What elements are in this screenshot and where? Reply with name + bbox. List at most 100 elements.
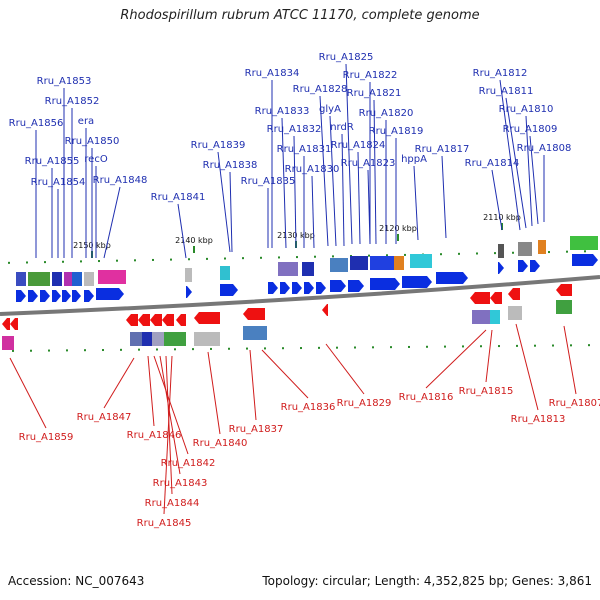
gene-label: Rru_A1829 — [337, 398, 392, 409]
tick-mark — [62, 260, 64, 263]
forward-gene-arrow[interactable] — [316, 282, 326, 294]
gene-label: Rru_A1856 — [9, 118, 64, 129]
gene-label: Rru_A1838 — [203, 160, 258, 171]
reverse-gene-arrow[interactable] — [126, 314, 138, 326]
feature-band — [16, 272, 26, 286]
feature-band — [2, 336, 14, 350]
feature-band — [220, 266, 230, 280]
reverse-gene-arrow[interactable] — [2, 318, 10, 330]
forward-gene-arrow[interactable] — [28, 290, 38, 302]
tick-mark — [192, 348, 194, 351]
forward-gene-arrow[interactable] — [96, 288, 124, 300]
accession-text: Accession: NC_007643 — [8, 574, 145, 588]
leader-line — [425, 329, 487, 389]
gene-label: Rru_A1845 — [137, 518, 192, 529]
feature-band — [84, 272, 94, 286]
gene-label: Rru_A1850 — [65, 136, 120, 147]
leader-line — [525, 115, 533, 227]
gene-label: Rru_A1852 — [45, 96, 100, 107]
forward-gene-arrow[interactable] — [572, 254, 598, 266]
tick-mark — [116, 259, 118, 262]
gene-label: Rru_A1807 — [549, 398, 600, 409]
reverse-gene-arrow[interactable] — [556, 284, 572, 296]
tick-mark — [548, 251, 550, 254]
topology-summary: Topology: circular; Length: 4,352,825 bp… — [262, 574, 592, 588]
gene-label: Rru_A1842 — [161, 458, 216, 469]
leader-line — [229, 171, 233, 253]
reverse-gene-arrow[interactable] — [322, 304, 328, 316]
gene-label: glyA — [319, 104, 341, 115]
forward-gene-arrow[interactable] — [348, 280, 364, 292]
gene-label: Rru_A1855 — [25, 156, 80, 167]
forward-gene-arrow[interactable] — [72, 290, 81, 302]
tick-mark — [584, 250, 586, 253]
feature-band — [142, 332, 152, 346]
forward-gene-arrow[interactable] — [530, 260, 540, 272]
forward-gene-arrow[interactable] — [268, 282, 278, 294]
scale-label: 2120 kbp — [379, 224, 417, 233]
feature-band — [72, 272, 82, 286]
forward-gene-arrow[interactable] — [518, 260, 528, 272]
reverse-gene-arrow[interactable] — [508, 288, 520, 300]
forward-gene-arrow[interactable] — [402, 276, 432, 288]
tick-mark — [134, 259, 136, 262]
feature-band — [302, 262, 314, 276]
reverse-gene-arrow[interactable] — [470, 292, 490, 304]
tick-mark — [102, 349, 104, 352]
gene-label: Rru_A1811 — [479, 86, 534, 97]
gene-label: era — [78, 116, 94, 127]
tick-mark — [278, 256, 280, 259]
gene-arrows[interactable] — [2, 254, 598, 330]
forward-gene-arrow[interactable] — [436, 272, 468, 284]
leader-line — [367, 169, 371, 245]
reverse-gene-arrow[interactable] — [10, 318, 18, 330]
reverse-gene-arrow[interactable] — [150, 314, 162, 326]
gene-label: Rru_A1822 — [343, 70, 398, 81]
leader-line — [515, 323, 539, 411]
forward-gene-arrow[interactable] — [52, 290, 61, 302]
leader-line — [177, 203, 187, 259]
reverse-gene-arrow[interactable] — [490, 292, 502, 304]
tick-mark — [26, 261, 28, 264]
tick-mark — [476, 252, 478, 255]
tick-mark — [318, 346, 320, 349]
leader-line — [505, 97, 527, 229]
forward-gene-arrow[interactable] — [292, 282, 302, 294]
leader-line — [357, 151, 361, 245]
gene-label: Rru_A1836 — [281, 402, 336, 413]
forward-gene-arrow[interactable] — [304, 282, 314, 294]
tick-mark — [444, 345, 446, 348]
tick-mark — [98, 260, 100, 263]
forward-gene-arrow[interactable] — [84, 290, 94, 302]
forward-gene-arrow[interactable] — [186, 286, 192, 298]
forward-gene-arrow[interactable] — [330, 280, 346, 292]
forward-gene-arrow[interactable] — [62, 290, 71, 302]
tick-mark — [206, 257, 208, 260]
tick-mark — [300, 347, 302, 350]
forward-gene-arrow[interactable] — [280, 282, 290, 294]
reverse-gene-arrow[interactable] — [162, 314, 174, 326]
reverse-gene-arrow[interactable] — [138, 314, 150, 326]
reverse-gene-arrow[interactable] — [194, 312, 220, 324]
gene-label: Rru_A1859 — [19, 432, 74, 443]
reverse-gene-arrow[interactable] — [243, 308, 265, 320]
forward-gene-arrow[interactable] — [370, 278, 400, 290]
tick-mark — [570, 344, 572, 347]
leader-line — [207, 351, 221, 435]
forward-gene-arrow[interactable] — [220, 284, 238, 296]
leader-line — [281, 117, 287, 249]
reverse-gene-arrow[interactable] — [176, 314, 186, 326]
leader-line — [147, 355, 155, 427]
label-leaders — [9, 63, 577, 515]
forward-gene-arrow[interactable] — [40, 290, 50, 302]
feature-band — [570, 236, 598, 250]
forward-gene-arrow[interactable] — [16, 290, 26, 302]
gene-label: Rru_A1833 — [255, 106, 310, 117]
leader-line — [249, 349, 257, 421]
leader-line — [499, 79, 521, 231]
forward-gene-arrow[interactable] — [498, 262, 504, 274]
tick-mark — [246, 347, 248, 350]
map-title: Rhodospirillum rubrum ATCC 11170, comple… — [120, 8, 480, 23]
